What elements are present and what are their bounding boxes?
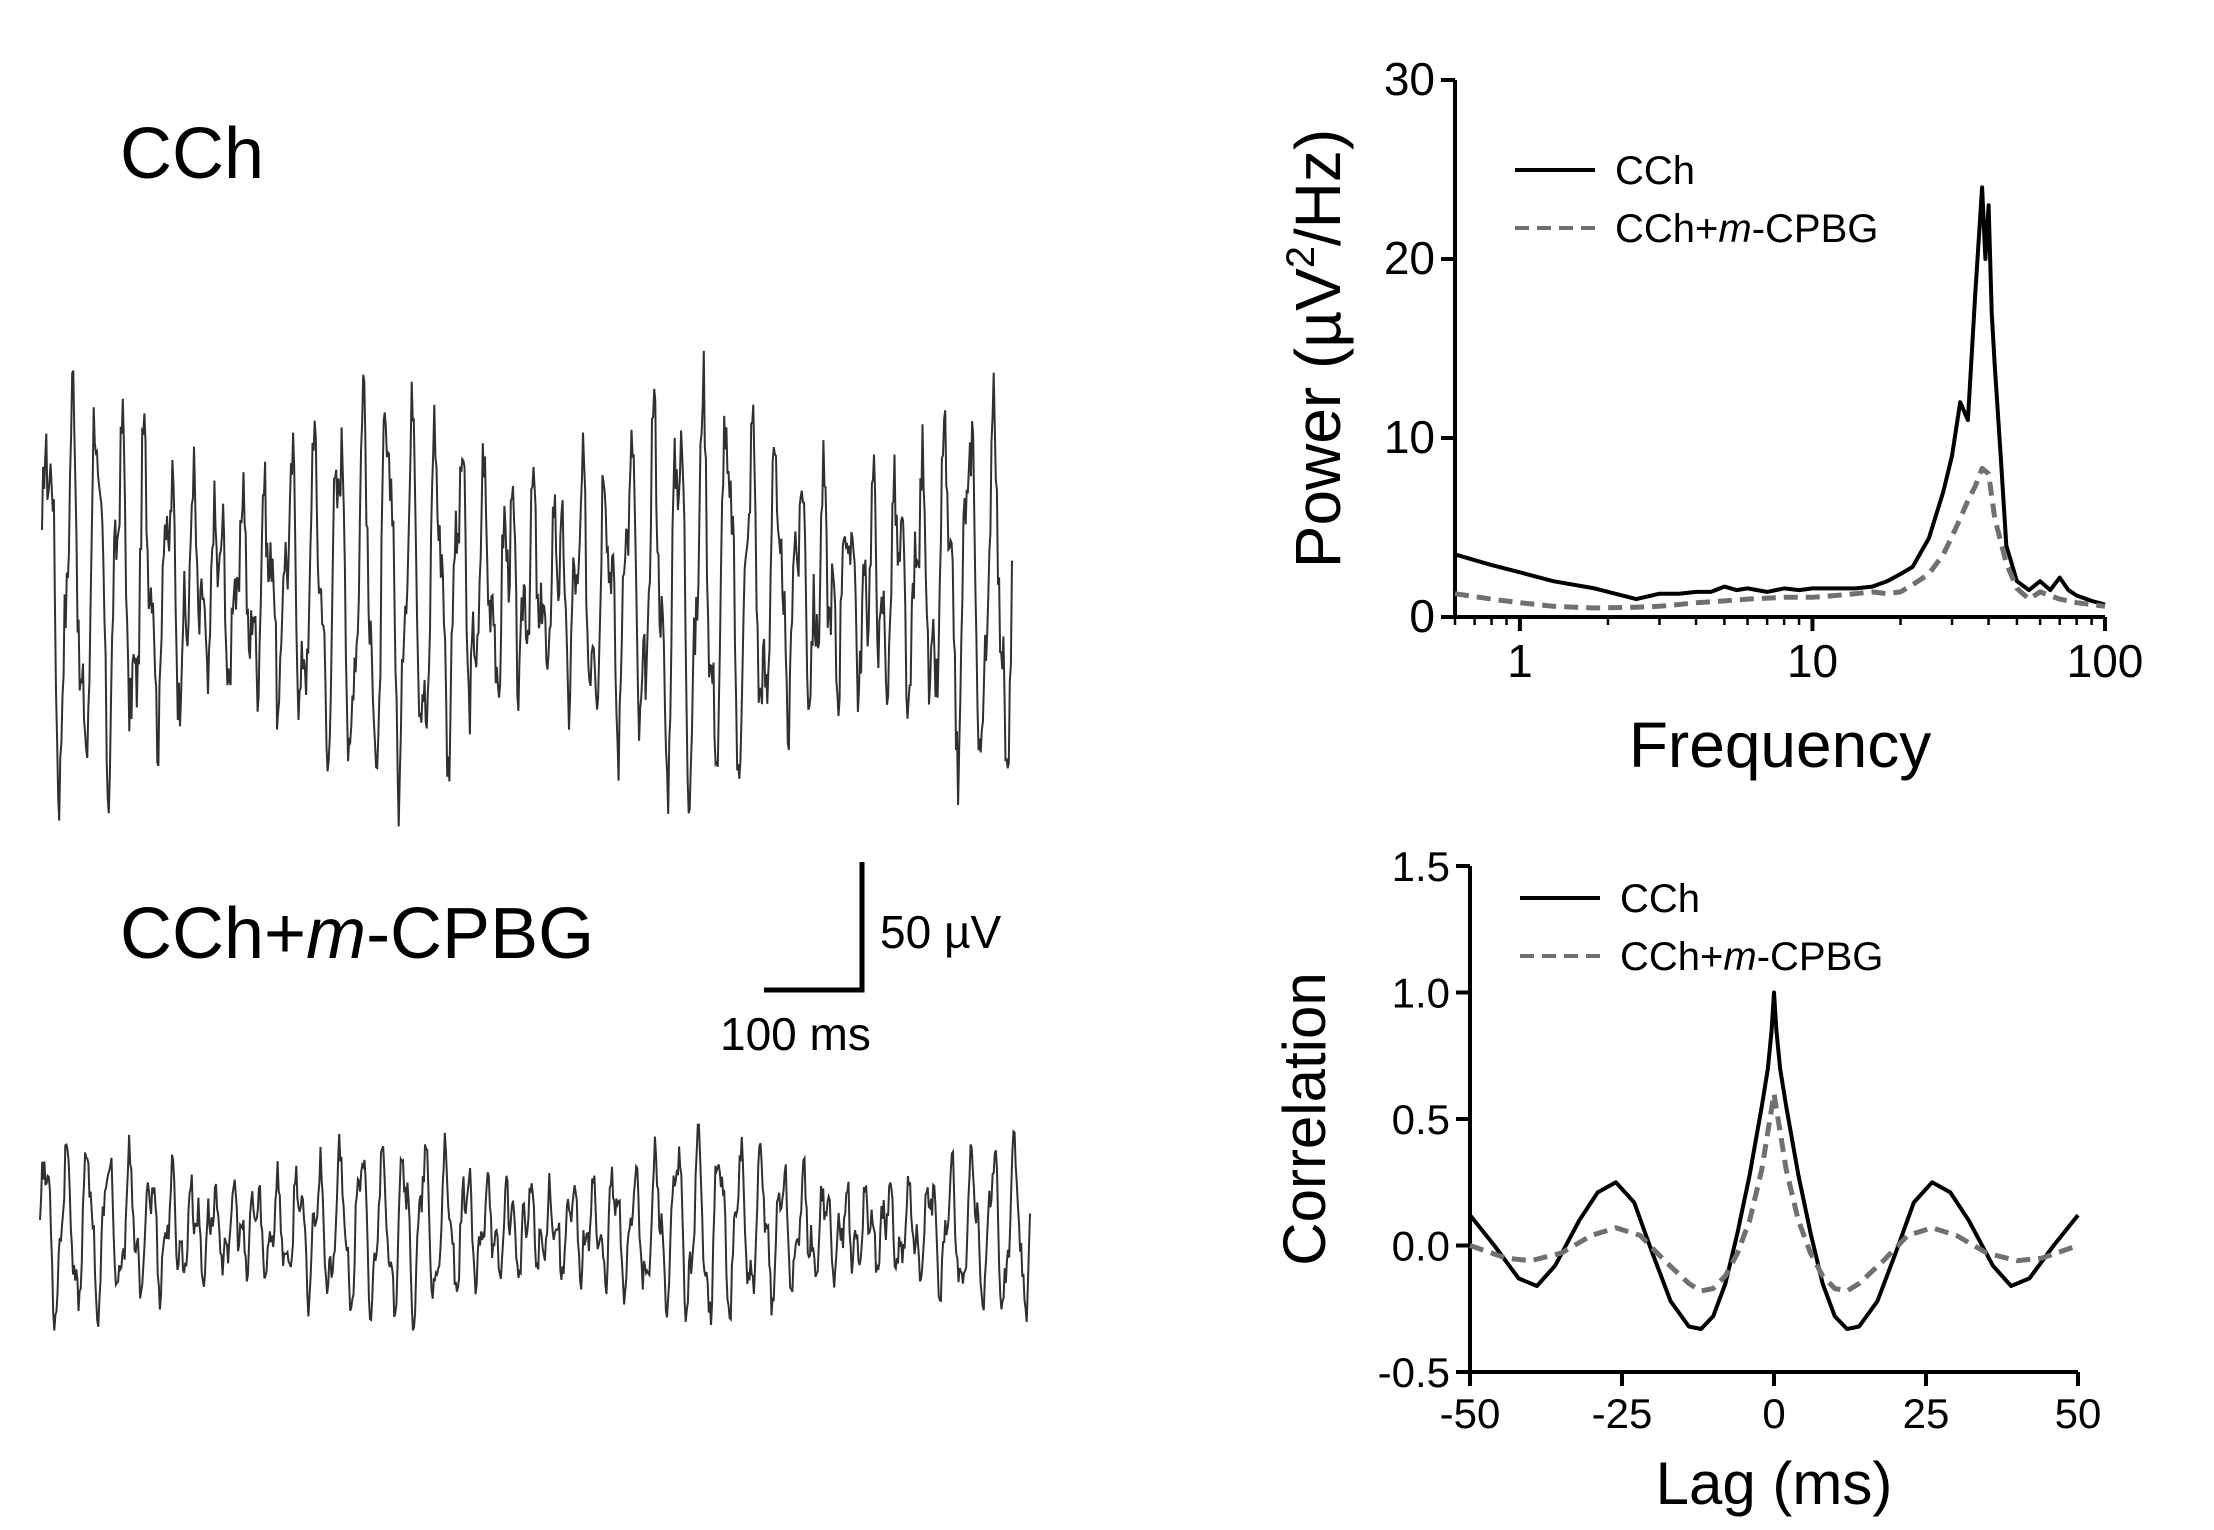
y-tick-label: -0.5 <box>1378 1349 1450 1396</box>
legend-label-italic: m <box>1718 207 1751 251</box>
x-tick-label: 25 <box>1903 1390 1950 1437</box>
power-spectrum-chart: 0 10 20 30 1 10 100 Frequency Power (µV2/Hz) CCh C… <box>1279 53 2143 781</box>
y-axis-label: Correlation <box>1271 972 1338 1265</box>
cch-trace <box>41 350 1013 827</box>
legend-label-cch-mcpbg: CCh+m-CPBG <box>1620 935 1883 979</box>
x-axis-label: Lag (ms) <box>1656 1450 1893 1517</box>
legend-label-cch: CCh <box>1620 877 1700 921</box>
cch-mcpbg-label-prefix: CCh+ <box>120 894 306 974</box>
x-tick-label: -50 <box>1440 1390 1501 1437</box>
y-tick-label: 1.5 <box>1392 843 1450 890</box>
cch-mcpbg-label-suffix: -CPBG <box>366 894 594 974</box>
scale-bar: 50 µV 100 ms <box>720 862 1001 1060</box>
legend-label-cch-mcpbg: CCh+m-CPBG <box>1615 207 1878 251</box>
y-tick-label: 1.0 <box>1392 970 1450 1017</box>
y-tick-label: 30 <box>1384 53 1435 105</box>
x-tick-label: 1 <box>1507 635 1533 687</box>
y-tick-label: 10 <box>1384 411 1435 463</box>
cch-mcpbg-trace-label: CCh+m-CPBG <box>120 894 594 974</box>
autocorrelation-chart: -0.5 0.0 0.5 1.0 1.5 -50 -25 0 25 50 Lag (ms) Corre… <box>1271 843 2101 1517</box>
x-tick-label: 10 <box>1787 635 1838 687</box>
legend-label-prefix: CCh+ <box>1615 207 1718 251</box>
y-axis-label: Power (µV2/Hz) <box>1279 129 1354 568</box>
series-line-cch-mcpbg <box>1469 1091 2079 1294</box>
y-axis-label-suffix: /Hz) <box>1282 129 1354 246</box>
y-axis-label-superscript: 2 <box>1279 246 1323 268</box>
raw-traces-panel: CCh CCh+m-CPBG 50 µV 100 ms <box>39 114 1031 1331</box>
scale-bar-lines <box>764 862 865 993</box>
scale-bar-time-label: 100 ms <box>720 1008 871 1060</box>
legend-label-prefix: CCh+ <box>1620 935 1723 979</box>
scale-bar-voltage-label: 50 µV <box>880 906 1001 958</box>
legend-label-italic: m <box>1723 935 1756 979</box>
legend-label-suffix: -CPBG <box>1752 207 1879 251</box>
x-tick-label: 0 <box>1762 1390 1785 1437</box>
legend-label-cch: CCh <box>1615 149 1695 193</box>
y-axis-label-prefix: Power (µV <box>1282 268 1354 568</box>
y-tick-label: 0.0 <box>1392 1223 1450 1270</box>
series-line-cch-mcpbg <box>1454 465 2106 611</box>
x-tick-label: -25 <box>1592 1390 1653 1437</box>
cch-trace-label: CCh <box>120 114 264 194</box>
y-tick-label: 20 <box>1384 232 1435 284</box>
x-tick-label: 100 <box>2067 635 2144 687</box>
cch-mcpbg-trace <box>39 1123 1031 1331</box>
series-line-cch <box>1454 185 2106 607</box>
cch-mcpbg-label-italic: m <box>306 894 366 974</box>
x-axis-label: Frequency <box>1629 709 1931 781</box>
y-tick-label: 0 <box>1409 590 1435 642</box>
x-tick-label: 50 <box>2055 1390 2102 1437</box>
series-line-cch <box>1468 990 2080 1331</box>
y-tick-label: 0.5 <box>1392 1096 1450 1143</box>
legend-label-suffix: -CPBG <box>1757 935 1884 979</box>
